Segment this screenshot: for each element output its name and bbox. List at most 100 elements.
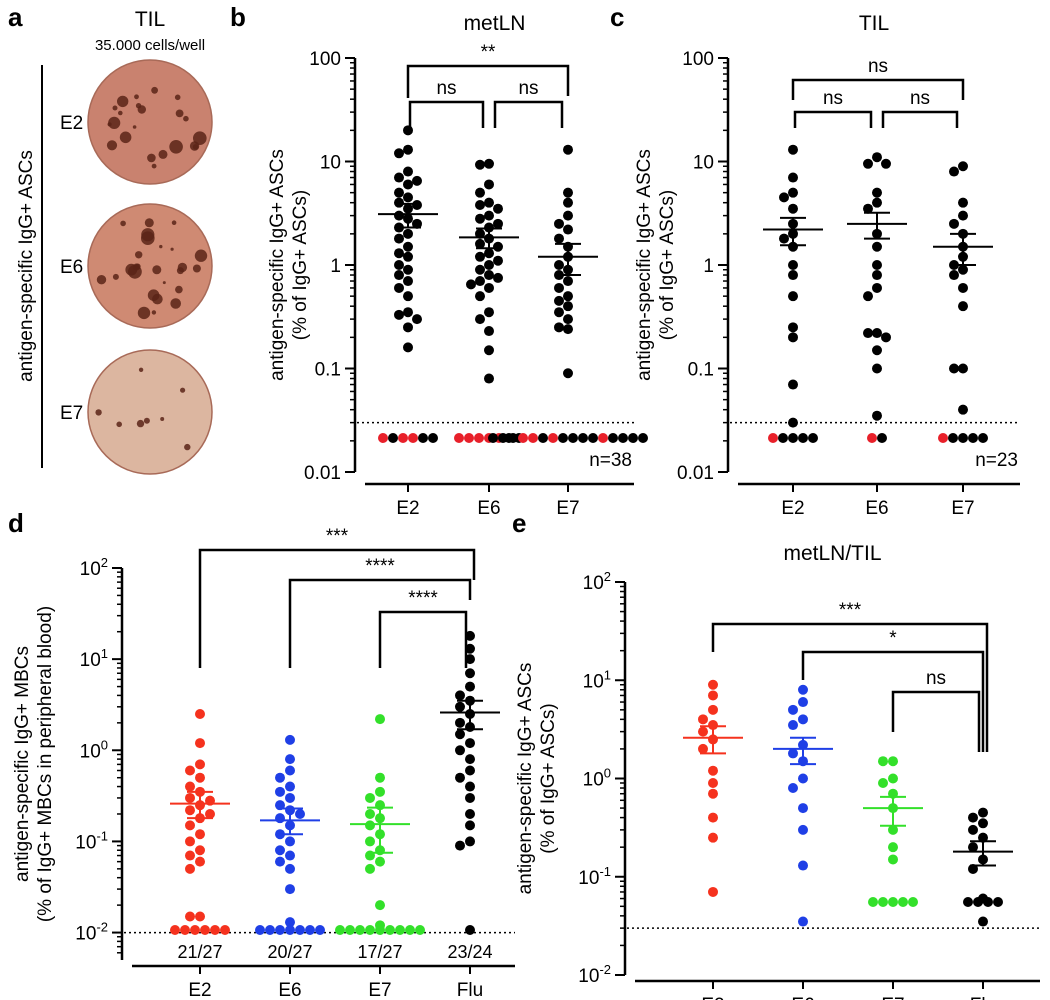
data-point bbox=[394, 148, 404, 159]
data-point bbox=[484, 179, 494, 190]
data-point bbox=[466, 279, 476, 290]
data-point bbox=[285, 836, 295, 847]
below-detection-point bbox=[908, 897, 918, 907]
data-point bbox=[863, 291, 873, 302]
below-detection-point bbox=[973, 897, 983, 907]
below-detection-point bbox=[405, 925, 415, 935]
data-point bbox=[475, 291, 485, 302]
y-axis-label-line1: antigen-specific IgG+ ASCs bbox=[634, 149, 655, 381]
data-point bbox=[872, 197, 882, 208]
data-point bbox=[484, 197, 494, 208]
data-point bbox=[465, 643, 475, 654]
data-point bbox=[798, 824, 808, 835]
data-point bbox=[788, 187, 798, 198]
y-tick-label: 1 bbox=[330, 256, 341, 277]
data-point bbox=[788, 203, 798, 214]
below-detection-point bbox=[978, 433, 988, 443]
elispot-spot bbox=[193, 131, 207, 145]
y-tick-label: 1 bbox=[703, 256, 714, 277]
data-point bbox=[484, 345, 494, 356]
y-tick-exponent: -1 bbox=[96, 828, 108, 843]
data-point bbox=[708, 886, 718, 897]
data-point bbox=[465, 630, 475, 641]
data-point bbox=[493, 272, 503, 283]
below-detection-point bbox=[305, 925, 315, 935]
below-detection-point bbox=[538, 433, 548, 443]
data-point bbox=[412, 199, 422, 210]
plot-title: metLN bbox=[464, 12, 526, 35]
y-tick-exponent: -1 bbox=[599, 864, 611, 879]
data-point bbox=[403, 264, 413, 275]
significance-label: ns bbox=[518, 78, 538, 99]
data-point bbox=[455, 690, 465, 701]
y-tick-label: 0.1 bbox=[688, 360, 714, 381]
data-point bbox=[475, 276, 485, 287]
data-point bbox=[484, 248, 494, 259]
y-tick-label: 0.1 bbox=[315, 360, 341, 381]
data-point bbox=[554, 218, 564, 229]
elispot-spot bbox=[180, 387, 186, 393]
data-point bbox=[475, 159, 485, 170]
data-point bbox=[455, 729, 465, 740]
data-point bbox=[554, 307, 564, 318]
elispot-spot bbox=[151, 163, 157, 169]
data-point bbox=[403, 228, 413, 239]
significance-label: ns bbox=[868, 56, 888, 77]
y-tick-exponent: -2 bbox=[96, 920, 108, 935]
elispot-spot bbox=[135, 103, 142, 109]
data-point bbox=[563, 276, 573, 287]
elispot-well bbox=[87, 203, 213, 329]
data-point bbox=[375, 786, 385, 797]
data-point bbox=[285, 850, 295, 861]
data-point bbox=[484, 270, 494, 281]
below-detection-point bbox=[798, 433, 808, 443]
plot-c: TIL 100 10 1 0.1 0.01 antigen-specific IgG+ AS… bbox=[634, 12, 1020, 519]
data-point bbox=[788, 322, 798, 333]
data-point bbox=[394, 233, 404, 244]
data-point bbox=[872, 241, 882, 252]
data-point bbox=[185, 911, 195, 922]
data-point bbox=[465, 681, 475, 692]
elispot-spot bbox=[192, 264, 201, 273]
below-detection-point bbox=[638, 433, 648, 443]
y-tick-label: 100 bbox=[682, 49, 714, 70]
data-point bbox=[195, 856, 205, 867]
significance-bracket bbox=[891, 690, 981, 752]
y-tick-label: 101 bbox=[80, 646, 108, 671]
data-point bbox=[554, 282, 564, 293]
y-axis-label-line1: antigen-specific IgG+ MBCs bbox=[12, 646, 33, 882]
data-point bbox=[403, 125, 413, 136]
data-point bbox=[185, 792, 195, 803]
below-detection-point bbox=[375, 925, 385, 935]
significance-bracket bbox=[793, 110, 873, 128]
data-point bbox=[394, 187, 404, 198]
data-point bbox=[285, 917, 295, 928]
data-point bbox=[798, 916, 808, 927]
data-point bbox=[563, 144, 573, 155]
elispot-spot bbox=[119, 131, 132, 144]
data-point bbox=[563, 210, 573, 221]
data-point bbox=[185, 850, 195, 861]
below-detection-point bbox=[285, 925, 295, 935]
below-detection-point bbox=[415, 925, 425, 935]
data-point bbox=[554, 233, 564, 244]
data-point bbox=[365, 808, 375, 819]
elispot-spot bbox=[171, 220, 177, 225]
data-point bbox=[788, 332, 798, 343]
panel-letter-c: c bbox=[610, 2, 624, 32]
elispot-spot bbox=[147, 289, 160, 302]
significance-bracket bbox=[198, 548, 476, 668]
below-detection-point bbox=[558, 433, 568, 443]
below-detection-point bbox=[608, 433, 618, 443]
data-point bbox=[484, 373, 494, 384]
data-point bbox=[394, 210, 404, 221]
data-point bbox=[798, 860, 808, 871]
below-detection-point bbox=[388, 433, 398, 443]
y-tick-label: 100 bbox=[80, 737, 108, 762]
data-point bbox=[872, 363, 882, 374]
elispot-spot bbox=[143, 417, 150, 424]
data-point bbox=[563, 324, 573, 335]
data-point bbox=[185, 805, 195, 816]
data-point bbox=[465, 765, 475, 776]
